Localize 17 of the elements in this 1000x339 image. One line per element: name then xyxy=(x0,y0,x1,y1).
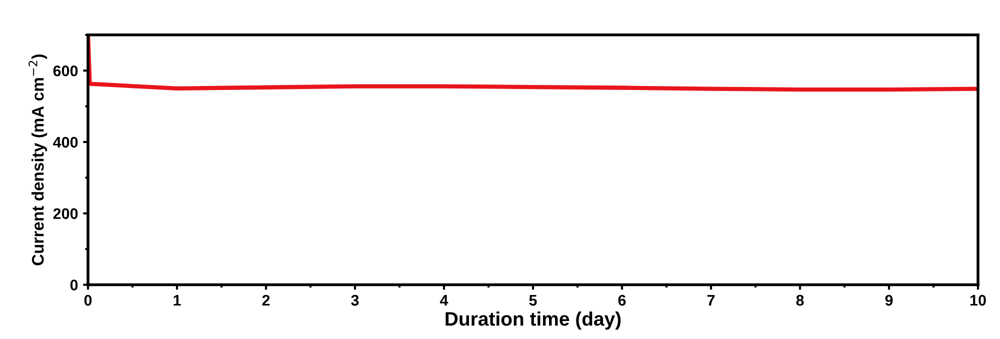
y-axis-title: Current density (mA cm$^{−2}$) xyxy=(28,54,48,266)
x-tick-label: 1 xyxy=(174,295,181,306)
x-tick-label: 0 xyxy=(84,294,92,306)
x-tick-label: 9 xyxy=(885,294,893,306)
x-tick-label: 8 xyxy=(796,294,804,306)
x-tick-label: 2 xyxy=(262,294,270,306)
y-tick-label: 400 xyxy=(53,136,78,148)
y-tick-label: 600 xyxy=(53,65,78,76)
x-tick-label: 5 xyxy=(529,295,537,306)
x-tick-label: 7 xyxy=(707,295,715,306)
x-tick-label: 3 xyxy=(351,294,359,306)
y-tick-label: 200 xyxy=(53,208,78,220)
x-tick-label: 6 xyxy=(618,294,626,306)
x-tick-label: 4 xyxy=(440,295,448,306)
y-tick-label: 0 xyxy=(70,280,78,290)
x-tick-label: 10 xyxy=(970,294,986,306)
x-axis-title: Duration time (day) xyxy=(446,312,621,330)
